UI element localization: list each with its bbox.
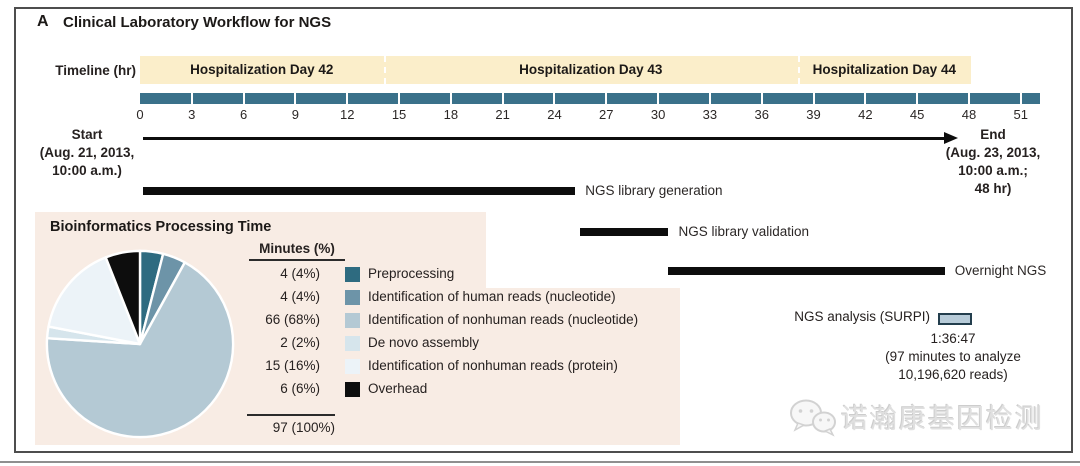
bioinformatics-box-title: Bioinformatics Processing Time <box>50 219 272 235</box>
timeline-hour-segment <box>451 93 502 104</box>
legend-swatch <box>345 382 360 397</box>
task-bar <box>580 228 669 236</box>
timeline-hour-segment <box>555 93 606 104</box>
figure-bottom-divider <box>0 461 1080 463</box>
tick-label: 18 <box>443 107 459 122</box>
legend-total-value: 97 (100%) <box>272 420 335 435</box>
legend-value: 6 (6%) <box>280 381 320 396</box>
surpi-note-line-1: (97 minutes to analyze <box>885 349 1021 364</box>
wechat-icon <box>790 399 836 437</box>
watermark-text: 诺瀚康基因检测 <box>841 404 1044 434</box>
day-band-background <box>140 56 971 84</box>
tick-label: 36 <box>754 107 769 122</box>
task-label: Overnight NGS <box>954 263 1047 278</box>
duration-arrow-head-icon <box>944 132 958 144</box>
timeline-hour-segment <box>607 93 658 104</box>
legend-total-separator <box>247 414 335 416</box>
end-line-1: (Aug. 23, 2013, <box>945 145 1041 160</box>
legend-swatch <box>345 359 360 374</box>
timeline-hour-segment <box>296 93 347 104</box>
bioinformatics-box-extension <box>486 288 680 445</box>
tick-label: 30 <box>650 107 666 122</box>
legend-value: 66 (68%) <box>265 312 320 327</box>
tick-label: 0 <box>136 107 144 122</box>
day-band-label: Hospitalization Day 43 <box>519 62 663 77</box>
timeline-hour-segment <box>866 93 917 104</box>
legend-label: Overhead <box>368 381 428 396</box>
tick-label: 33 <box>702 107 718 122</box>
start-line-2: 10:00 a.m.) <box>52 163 122 178</box>
timeline-hour-segment <box>400 93 450 104</box>
duration-arrow-line <box>143 137 945 140</box>
timeline-hour-segment <box>710 93 761 104</box>
day-band-label: Hospitalization Day 42 <box>190 62 334 77</box>
timeline-hour-segment <box>244 93 295 104</box>
timeline-axis-label: Timeline (hr) <box>55 63 136 78</box>
timeline-hour-segment <box>659 93 709 104</box>
legend-swatch <box>345 313 360 328</box>
tick-label: 24 <box>547 107 562 122</box>
start-line-1: (Aug. 21, 2013, <box>39 145 135 160</box>
tick-label: 45 <box>909 107 925 122</box>
tick-label: 6 <box>239 107 248 122</box>
legend-label: Identification of nonhuman reads (nucleo… <box>368 312 639 327</box>
day-band-label: Hospitalization Day 44 <box>812 62 956 77</box>
end-annotation: End (Aug. 23, 2013, 10:00 a.m.; 48 hr) <box>928 126 1058 198</box>
end-line-3: 48 hr) <box>974 181 1012 196</box>
legend-value: 15 (16%) <box>265 358 320 373</box>
task-bar <box>143 187 576 195</box>
page-title: Clinical Laboratory Workflow for NGS <box>63 14 332 31</box>
legend-label: Preprocessing <box>368 266 455 281</box>
legend-label: Identification of human reads (nucleotid… <box>368 289 616 304</box>
surpi-duration: 1:36:47 <box>930 331 976 346</box>
timeline-hour-segment <box>503 93 554 104</box>
legend-label: Identification of nonhuman reads (protei… <box>368 358 618 373</box>
surpi-task-bar <box>937 313 973 325</box>
tick-label: 12 <box>340 107 355 122</box>
task-label: NGS library validation <box>678 224 810 239</box>
pie-slice <box>45 261 235 439</box>
legend-label: De novo assembly <box>368 335 480 350</box>
tick-label: 42 <box>858 107 873 122</box>
surpi-task-label: NGS analysis (SURPI) <box>794 309 930 324</box>
timeline-hour-segment <box>192 93 243 104</box>
start-annotation: Start (Aug. 21, 2013, 10:00 a.m.) <box>18 126 156 180</box>
timeline-hour-segment <box>762 93 813 104</box>
pie-slice <box>47 256 142 346</box>
timeline-hour-segment <box>918 93 968 104</box>
legend-value: 4 (4%) <box>280 289 320 304</box>
legend-swatch <box>345 336 360 351</box>
tick-label: 3 <box>188 107 196 122</box>
start-title: Start <box>71 127 103 142</box>
timeline-hour-segment <box>140 93 191 104</box>
timeline-hour-segment <box>348 93 399 104</box>
surpi-note-line-2: 10,196,620 reads) <box>898 367 1008 382</box>
tick-label: 51 <box>1013 107 1028 122</box>
tick-label: 9 <box>291 107 300 122</box>
tick-label: 27 <box>599 107 614 122</box>
legend-value: 2 (2%) <box>280 335 320 350</box>
end-title: End <box>980 127 1006 142</box>
day-band-divider <box>383 56 386 84</box>
legend-swatch <box>345 267 360 282</box>
tick-label: 48 <box>961 107 977 122</box>
timeline-hour-segment <box>814 93 865 104</box>
legend-value: 4 (4%) <box>280 266 320 281</box>
timeline-hour-segment <box>1021 93 1041 104</box>
tick-label: 15 <box>391 107 407 122</box>
panel-letter: A <box>37 13 49 30</box>
tick-label: 21 <box>495 107 510 122</box>
task-label: NGS library generation <box>585 183 723 198</box>
task-bar <box>668 267 945 275</box>
processing-time-pie-chart <box>45 249 235 439</box>
tick-label: 39 <box>806 107 821 122</box>
minutes-column-header: Minutes (%) <box>249 241 345 261</box>
day-band-divider <box>797 56 800 84</box>
legend-swatch <box>345 290 360 305</box>
timeline-hour-segment <box>969 93 1020 104</box>
pie-slice <box>104 249 142 346</box>
end-line-2: 10:00 a.m.; <box>958 163 1028 178</box>
